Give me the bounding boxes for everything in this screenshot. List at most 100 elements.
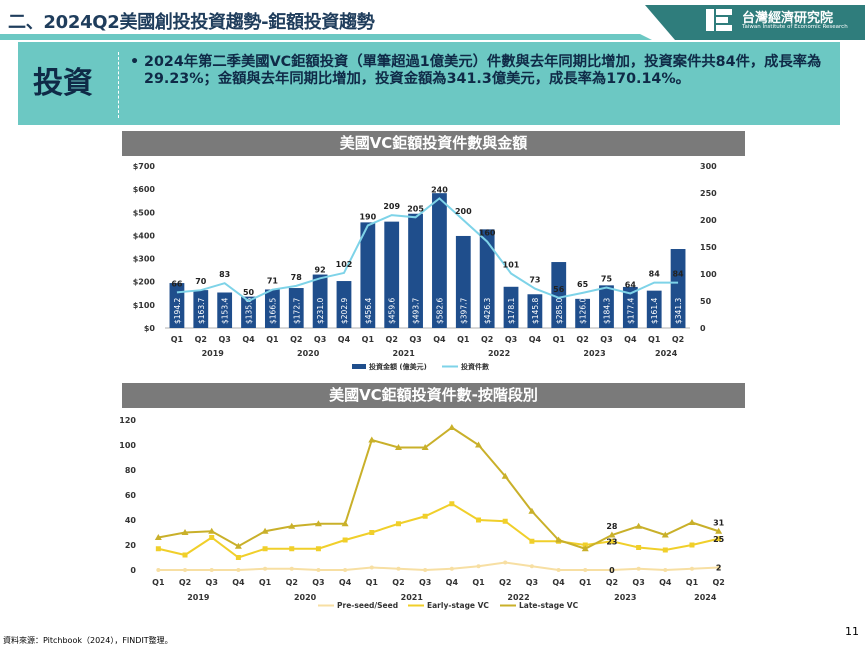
bar: [479, 229, 495, 328]
series-marker: [555, 536, 563, 543]
x-tick-label: Q3: [218, 335, 230, 344]
bar: [312, 274, 328, 328]
bar-value-label: $456.4: [364, 298, 373, 324]
series-marker: [476, 564, 481, 569]
line-value-label: 71: [267, 277, 279, 286]
line-value-label: 205: [407, 204, 424, 213]
series-line: [158, 502, 719, 559]
bar-value-label: $459.6: [388, 298, 397, 324]
series-marker: [528, 507, 536, 514]
bar-value-label: $426.3: [483, 298, 492, 324]
line-value-label: 78: [291, 273, 303, 282]
x-year-label: 2020: [294, 593, 317, 602]
series-marker: [449, 566, 454, 571]
series-marker: [421, 444, 429, 450]
x-tick-label: Q4: [659, 578, 672, 587]
y-right-tick-label: 300: [700, 162, 717, 171]
y-left-tick-label: $500: [133, 208, 156, 217]
line-value-label: 50: [243, 288, 255, 297]
series-marker: [395, 521, 401, 527]
x-year-label: 2023: [614, 593, 636, 602]
y-right-tick-label: 0: [700, 324, 706, 333]
series-marker: [183, 568, 188, 572]
bar-value-label: $161.4: [650, 298, 659, 324]
x-tick-label: Q3: [526, 578, 538, 587]
bar: [241, 296, 256, 328]
bar-value-label: $184.3: [602, 298, 611, 324]
x-tick-label: Q1: [152, 578, 165, 587]
series-marker: [154, 534, 162, 540]
bar-value-label: $145.8: [531, 298, 540, 324]
x-tick-label: Q4: [446, 578, 459, 587]
y-right-tick-label: 50: [700, 297, 712, 306]
x-year-label: 2022: [488, 349, 510, 358]
line-value-label: 209: [383, 202, 400, 211]
series-marker: [688, 519, 696, 525]
summary-text: 2024年第二季美國VC鉅額投資（單筆超過1億美元）件數與去年同期比增加，投資案…: [144, 54, 822, 87]
series-marker: [288, 522, 296, 529]
x-tick-label: Q3: [419, 578, 431, 587]
bar: [670, 249, 686, 328]
series-marker: [502, 518, 508, 524]
x-year-label: 2020: [297, 349, 320, 358]
bar: [169, 283, 185, 328]
bar-value-label: $163.7: [197, 298, 206, 324]
series-marker: [529, 564, 534, 569]
series-marker: [209, 535, 215, 540]
bar: [408, 213, 423, 328]
point-value-label: 2: [716, 564, 722, 573]
x-tick-label: Q2: [286, 578, 298, 587]
x-tick-label: Q4: [433, 335, 446, 344]
series-marker: [661, 531, 669, 538]
x-tick-label: Q2: [606, 578, 618, 587]
chart1-title: 美國VC鉅額投資件數與金額: [122, 131, 745, 156]
x-tick-label: Q4: [339, 578, 352, 587]
x-tick-label: Q2: [195, 335, 207, 344]
point-value-label: 31: [713, 518, 725, 527]
chart2-title: 美國VC鉅額投資件數-按階段別: [122, 383, 745, 408]
x-tick-label: Q4: [232, 578, 245, 587]
bar: [432, 193, 447, 328]
x-tick-label: Q1: [366, 578, 379, 587]
series-marker: [663, 568, 668, 572]
series-marker: [556, 568, 561, 572]
bar: [551, 262, 567, 328]
series-marker: [289, 566, 294, 571]
series-line: [158, 561, 719, 572]
line-value-label: 84: [672, 270, 684, 279]
series-marker: [234, 542, 242, 549]
line-value-label: 75: [601, 275, 613, 284]
x-tick-label: Q2: [179, 578, 191, 587]
y-left-tick-label: $100: [133, 301, 156, 310]
y-left-tick-label: $300: [133, 255, 156, 264]
bar-value-label: $231.0: [316, 298, 325, 324]
series-marker: [636, 566, 641, 571]
x-year-label: 2021: [393, 349, 416, 358]
line-value-label: 240: [431, 185, 448, 194]
series-marker: [608, 531, 616, 538]
x-tick-label: Q1: [259, 578, 272, 587]
bar: [360, 222, 376, 328]
summary-bullet: • 2024年第二季美國VC鉅額投資（單筆超過1億美元）件數與去年同期比增加，投…: [130, 54, 830, 88]
x-tick-label: Q3: [314, 335, 326, 344]
bar-value-label: $153.4: [221, 298, 230, 324]
x-tick-label: Q1: [457, 335, 470, 344]
bar: [193, 290, 209, 328]
x-tick-label: Q3: [632, 578, 644, 587]
series-marker: [263, 566, 268, 571]
x-tick-label: Q2: [712, 578, 724, 587]
bar: [384, 221, 400, 328]
legend-label: Pre-seed/Seed: [337, 601, 398, 610]
series-marker: [155, 546, 161, 552]
x-tick-label: Q3: [409, 335, 421, 344]
line-value-label: 70: [195, 277, 207, 286]
point-value-label: 25: [713, 535, 725, 544]
point-value-label: 28: [606, 522, 618, 531]
bar-value-label: $126.0: [579, 298, 588, 324]
line-value-label: 56: [553, 285, 565, 294]
series-marker: [235, 555, 241, 560]
y-right-tick-label: 150: [700, 243, 717, 252]
series-marker: [369, 565, 374, 570]
source-note: 資料來源：Pitchbook（2024），FINDIT整理。: [3, 636, 173, 645]
x-year-label: 2019: [202, 349, 225, 358]
